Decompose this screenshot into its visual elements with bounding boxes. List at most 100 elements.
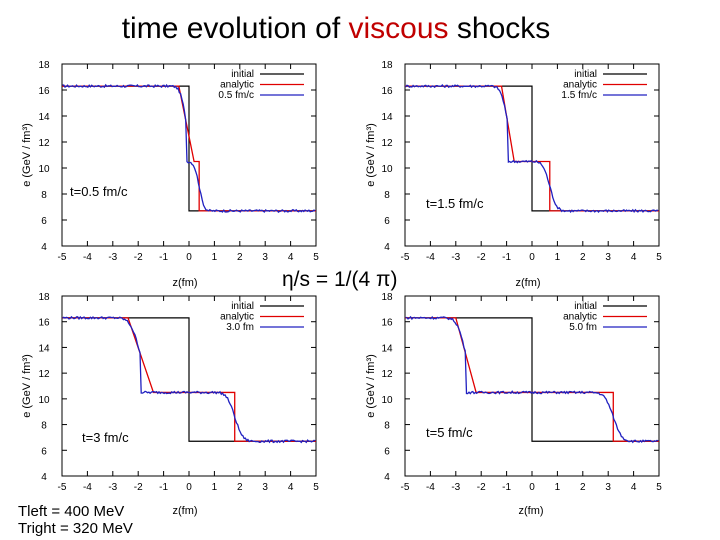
x-tick-label: -4 — [426, 252, 435, 263]
x-tick-label: -2 — [477, 482, 486, 493]
y-tick-label: 14 — [381, 112, 393, 123]
y-tick-label: 18 — [38, 60, 50, 71]
legend-label: initial — [574, 301, 597, 312]
x-tick-label: -2 — [134, 252, 143, 263]
x-axis-label: z(fm) — [172, 505, 197, 517]
x-tick-label: -3 — [108, 482, 117, 493]
y-axis-label: e (GeV / fm³) — [365, 354, 377, 418]
x-tick-label: -3 — [108, 252, 117, 263]
y-tick-label: 8 — [384, 421, 390, 432]
y-tick-label: 18 — [38, 292, 50, 303]
legend-label: analytic — [563, 80, 597, 91]
x-tick-label: 5 — [656, 252, 662, 263]
legend-label: initial — [574, 69, 597, 80]
x-tick-label: -5 — [58, 252, 67, 263]
y-tick-label: 14 — [38, 112, 50, 123]
x-tick-label: -1 — [502, 482, 511, 493]
time-label: t=5 fm/c — [426, 425, 473, 440]
x-tick-label: 1 — [555, 252, 561, 263]
y-tick-label: 14 — [381, 343, 393, 354]
legend-label: 0.5 fm/c — [218, 90, 254, 101]
y-tick-label: 12 — [381, 369, 393, 380]
x-tick-label: -5 — [401, 252, 410, 263]
y-tick-label: 6 — [41, 216, 47, 227]
y-axis-label: e (GeV / fm³) — [365, 123, 377, 187]
x-tick-label: 0 — [529, 252, 535, 263]
y-tick-label: 6 — [41, 446, 47, 457]
x-tick-label: -5 — [58, 482, 67, 493]
initial-curve — [405, 317, 659, 442]
x-tick-label: -3 — [451, 252, 460, 263]
legend-label: 3.0 fm — [226, 322, 254, 333]
x-tick-label: 2 — [237, 482, 243, 493]
y-tick-label: 18 — [381, 292, 393, 303]
initial-curve — [405, 85, 659, 212]
y-tick-label: 16 — [38, 318, 50, 329]
page-title: time evolution of viscous shocks — [0, 12, 672, 46]
x-tick-label: 4 — [288, 252, 294, 263]
x-tick-label: 0 — [529, 482, 535, 493]
y-tick-label: 4 — [41, 242, 47, 253]
legend-label: analytic — [220, 80, 254, 91]
x-tick-label: -1 — [159, 252, 168, 263]
y-tick-label: 10 — [381, 164, 393, 175]
y-tick-label: 4 — [384, 472, 390, 483]
x-tick-label: -4 — [83, 252, 92, 263]
temperature-note: Tleft = 400 MeV Tright = 320 MeV — [18, 503, 133, 537]
x-tick-label: 0 — [186, 252, 192, 263]
y-tick-label: 10 — [381, 395, 393, 406]
y-axis-label: e (GeV / fm³) — [21, 123, 33, 187]
x-tick-label: -1 — [502, 252, 511, 263]
time-label: t=0.5 fm/c — [70, 184, 128, 199]
x-tick-label: 1 — [212, 252, 218, 263]
y-axis-label: e (GeV / fm³) — [21, 354, 33, 418]
y-tick-label: 10 — [38, 395, 50, 406]
x-tick-label: 2 — [580, 482, 586, 493]
temperature-right: Tright = 320 MeV — [18, 520, 133, 537]
y-tick-label: 12 — [381, 138, 393, 149]
legend-label: 5.0 fm — [569, 322, 597, 333]
time-label: t=1.5 fm/c — [426, 196, 484, 211]
title-highlight: viscous — [348, 12, 449, 45]
x-tick-label: -2 — [477, 252, 486, 263]
x-tick-label: 4 — [631, 482, 637, 493]
x-tick-label: 1 — [212, 482, 218, 493]
x-tick-label: 1 — [555, 482, 561, 493]
y-tick-label: 6 — [384, 446, 390, 457]
y-tick-label: 16 — [381, 318, 393, 329]
viscosity-ratio-label: η/s = 1/(4 π) — [282, 268, 398, 291]
y-tick-label: 12 — [38, 369, 50, 380]
title-suffix: shocks — [456, 12, 551, 45]
y-tick-label: 8 — [41, 190, 47, 201]
x-axis-label: z(fm) — [515, 277, 540, 289]
legend-label: initial — [231, 301, 254, 312]
x-tick-label: 5 — [313, 482, 319, 493]
x-tick-label: -4 — [426, 482, 435, 493]
legend-label: initial — [231, 69, 254, 80]
initial-curve — [62, 317, 316, 442]
y-tick-label: 16 — [38, 86, 50, 97]
legend-label: analytic — [220, 312, 254, 323]
x-tick-label: 3 — [605, 252, 611, 263]
x-tick-label: -5 — [401, 482, 410, 493]
x-tick-label: -2 — [134, 482, 143, 493]
time-label: t=3 fm/c — [82, 430, 129, 445]
y-tick-label: 16 — [381, 86, 393, 97]
numeric-curve — [405, 315, 659, 444]
x-tick-label: 3 — [605, 482, 611, 493]
x-tick-label: 2 — [237, 252, 243, 263]
numeric-curve — [62, 315, 316, 444]
y-tick-label: 4 — [384, 242, 390, 253]
x-tick-label: 5 — [656, 482, 662, 493]
x-tick-label: -3 — [451, 482, 460, 493]
x-tick-label: -4 — [83, 482, 92, 493]
x-tick-label: 4 — [288, 482, 294, 493]
legend-label: 1.5 fm/c — [561, 90, 597, 101]
y-tick-label: 6 — [384, 216, 390, 227]
temperature-left: Tleft = 400 MeV — [18, 503, 125, 520]
y-tick-label: 4 — [41, 472, 47, 483]
y-tick-label: 18 — [381, 60, 393, 71]
